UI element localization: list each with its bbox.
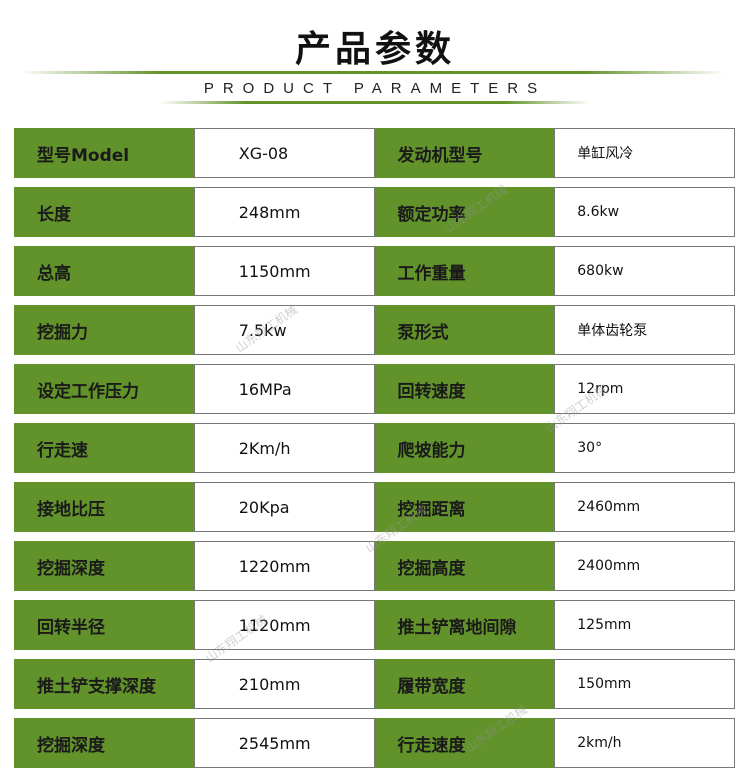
spec-value: 12rpm bbox=[554, 364, 735, 414]
table-row: 接地比压 20Kpa 挖掘距离 2460mm bbox=[14, 482, 735, 532]
spec-value: 8.6kw bbox=[554, 187, 735, 237]
table-row: 挖掘深度 1220mm 挖掘高度 2400mm bbox=[14, 541, 735, 591]
page-subtitle: PRODUCT PARAMETERS bbox=[203, 80, 547, 97]
spec-value: 210mm bbox=[193, 659, 375, 709]
spec-value: 150mm bbox=[554, 659, 735, 709]
spec-value: 248mm bbox=[193, 187, 375, 237]
spec-label: 挖掘力 bbox=[14, 305, 194, 355]
spec-label: 设定工作压力 bbox=[14, 364, 194, 414]
spec-value: XG-08 bbox=[193, 128, 375, 178]
spec-label: 挖掘深度 bbox=[14, 718, 194, 768]
spec-value: 2545mm bbox=[193, 718, 375, 768]
table-row: 长度 248mm 额定功率 8.6kw bbox=[14, 187, 735, 237]
spec-label: 推土铲支撑深度 bbox=[14, 659, 194, 709]
table-row: 推土铲支撑深度 210mm 履带宽度 150mm bbox=[14, 659, 735, 709]
table-row: 设定工作压力 16MPa 回转速度 12rpm bbox=[14, 364, 735, 414]
spec-label: 挖掘高度 bbox=[374, 541, 555, 591]
spec-label: 挖掘深度 bbox=[14, 541, 194, 591]
spec-label: 额定功率 bbox=[374, 187, 555, 237]
spec-value: 2km/h bbox=[554, 718, 735, 768]
spec-label: 爬坡能力 bbox=[374, 423, 555, 473]
page-title: 产品参数 bbox=[294, 29, 455, 70]
spec-label: 行走速度 bbox=[374, 718, 555, 768]
spec-value: 20Kpa bbox=[193, 482, 375, 532]
spec-label: 长度 bbox=[14, 187, 194, 237]
spec-label: 型号Model bbox=[14, 128, 194, 178]
spec-value: 1220mm bbox=[193, 541, 375, 591]
spec-label: 挖掘距离 bbox=[374, 482, 555, 532]
divider-top bbox=[20, 71, 725, 74]
spec-label: 发动机型号 bbox=[374, 128, 555, 178]
spec-label: 履带宽度 bbox=[374, 659, 555, 709]
divider-bottom bbox=[160, 101, 590, 104]
spec-value: 680kw bbox=[554, 246, 735, 296]
table-row: 挖掘力 7.5kw 泵形式 单体齿轮泵 bbox=[14, 305, 735, 355]
table-row: 型号Model XG-08 发动机型号 单缸风冷 bbox=[14, 128, 735, 178]
spec-label: 总高 bbox=[14, 246, 194, 296]
spec-value: 125mm bbox=[554, 600, 735, 650]
spec-value: 2400mm bbox=[554, 541, 735, 591]
spec-value: 单体齿轮泵 bbox=[554, 305, 735, 355]
spec-value: 单缸风冷 bbox=[554, 128, 735, 178]
table-row: 挖掘深度 2545mm 行走速度 2km/h bbox=[14, 718, 735, 768]
spec-value: 2460mm bbox=[554, 482, 735, 532]
spec-value: 30° bbox=[554, 423, 735, 473]
table-row: 行走速 2Km/h 爬坡能力 30° bbox=[14, 423, 735, 473]
table-row: 总高 1150mm 工作重量 680kw bbox=[14, 246, 735, 296]
spec-label: 泵形式 bbox=[374, 305, 555, 355]
spec-value: 1150mm bbox=[193, 246, 375, 296]
spec-label: 回转半径 bbox=[14, 600, 194, 650]
spec-label: 推土铲离地间隙 bbox=[374, 600, 555, 650]
spec-value: 16MPa bbox=[193, 364, 375, 414]
spec-value: 1120mm bbox=[193, 600, 375, 650]
spec-label: 接地比压 bbox=[14, 482, 194, 532]
spec-label: 行走速 bbox=[14, 423, 194, 473]
spec-value: 7.5kw bbox=[193, 305, 375, 355]
spec-label: 回转速度 bbox=[374, 364, 555, 414]
spec-label: 工作重量 bbox=[374, 246, 555, 296]
table-row: 回转半径 1120mm 推土铲离地间隙 125mm bbox=[14, 600, 735, 650]
spec-value: 2Km/h bbox=[193, 423, 375, 473]
